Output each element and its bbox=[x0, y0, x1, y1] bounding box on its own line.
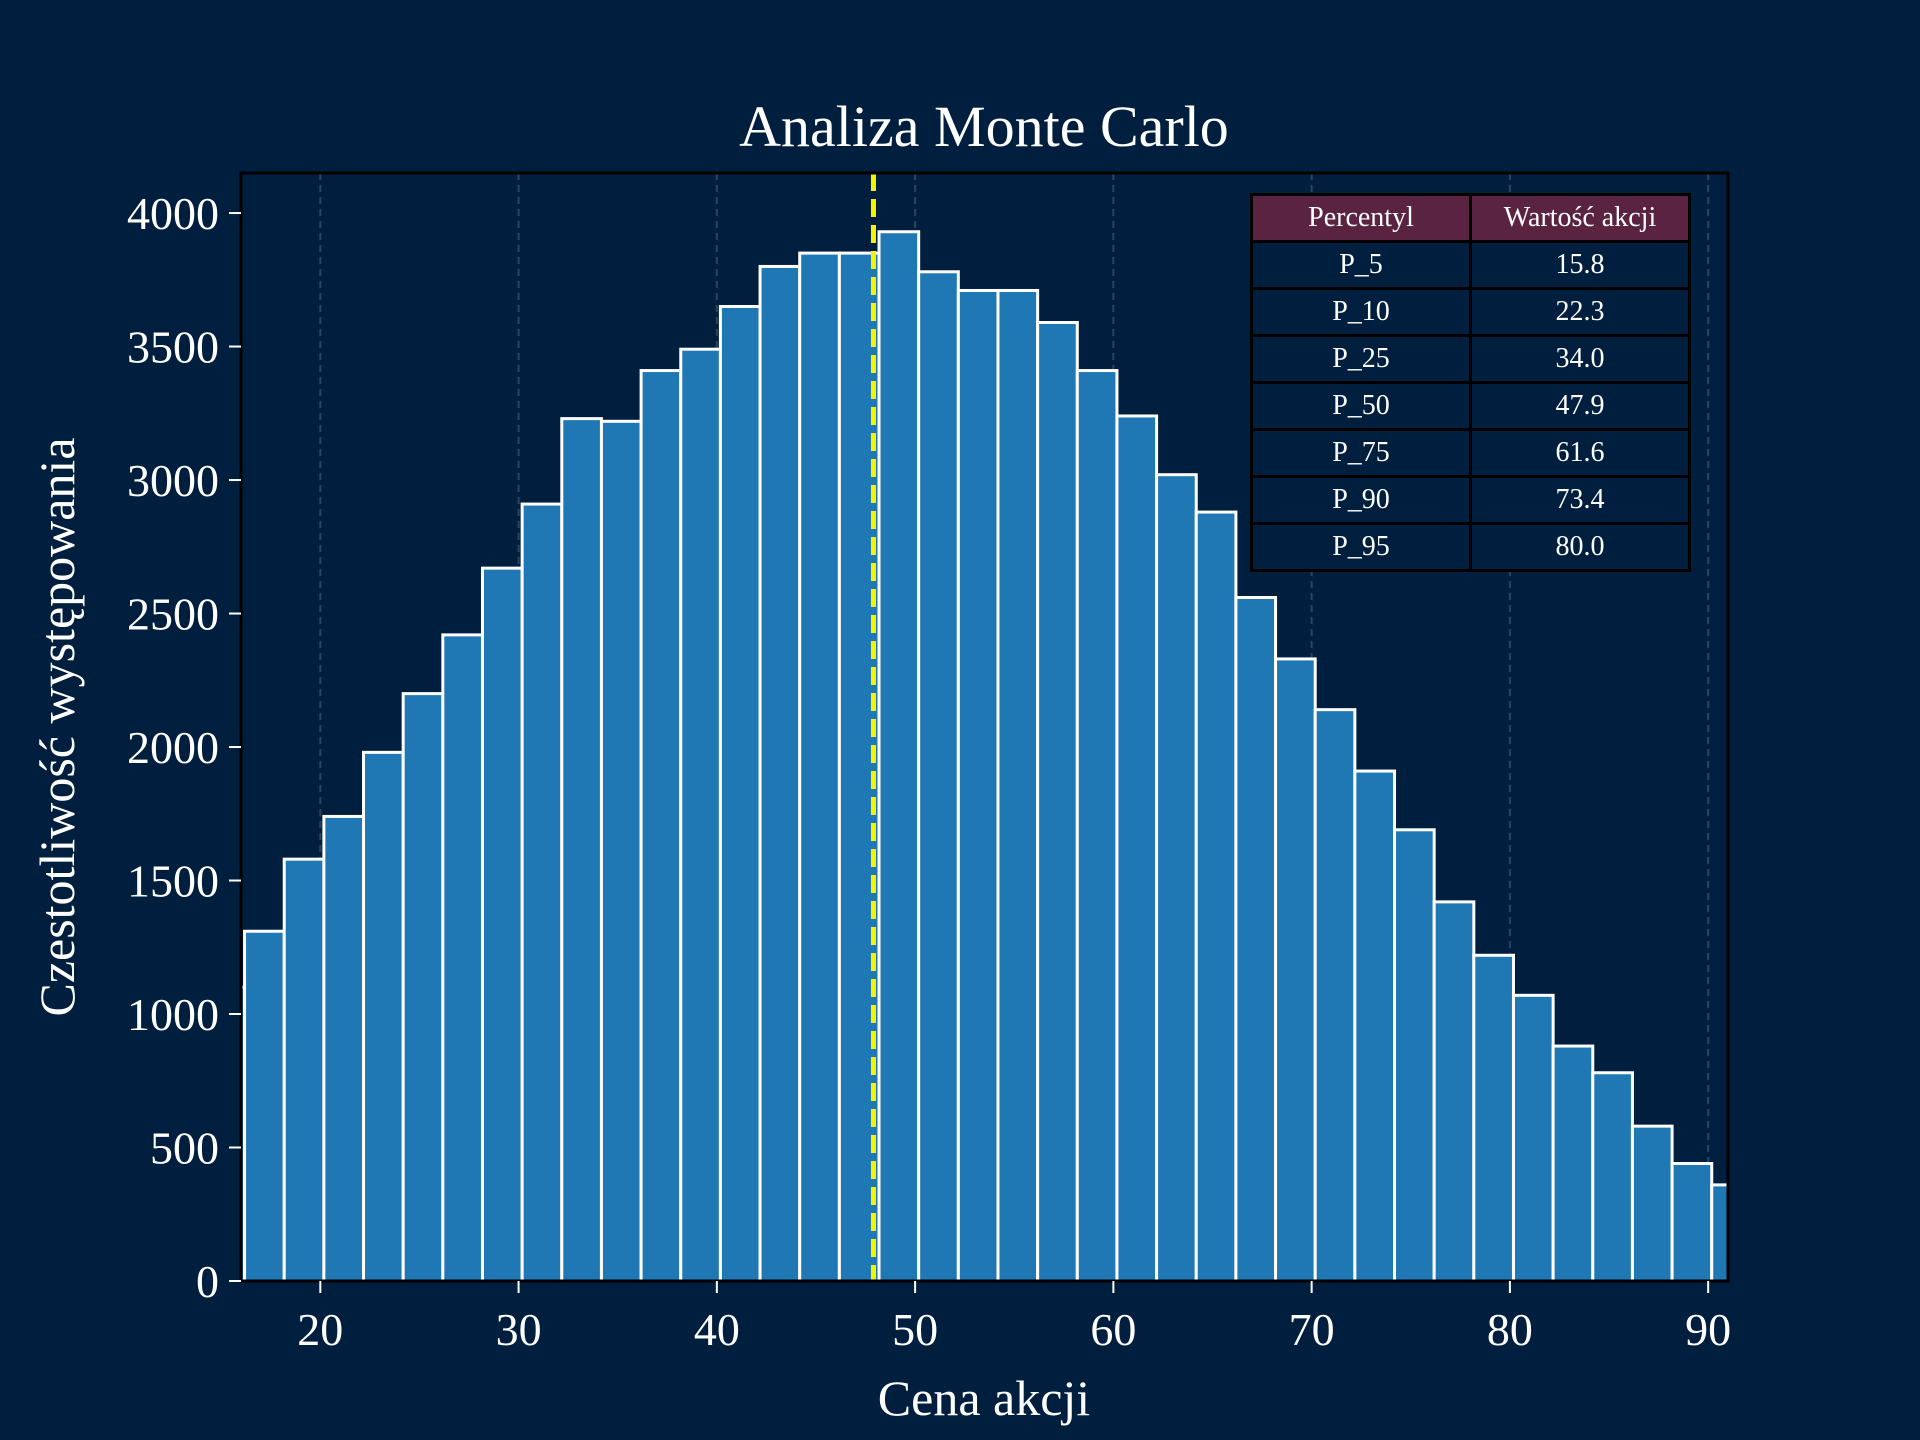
histogram-bar bbox=[1036, 321, 1079, 1281]
histogram-bar bbox=[1155, 473, 1198, 1281]
histogram-bar bbox=[1432, 900, 1476, 1281]
histogram-bar bbox=[362, 750, 405, 1281]
percentile-table: Percentyl Wartość akcji P_5 15.8 P_10 22… bbox=[1250, 193, 1691, 572]
histogram-bar bbox=[718, 304, 762, 1281]
table-cell-percentile: P_10 bbox=[1250, 287, 1472, 337]
histogram-bar bbox=[322, 814, 366, 1281]
table-cell-percentile: P_90 bbox=[1250, 475, 1472, 525]
table-cell-percentile: P_5 bbox=[1250, 240, 1472, 290]
histogram-bar bbox=[639, 369, 683, 1281]
x-tick-label: 90 bbox=[1685, 1304, 1731, 1355]
y-tick-label: 500 bbox=[150, 1123, 219, 1174]
x-tick-label: 40 bbox=[694, 1304, 740, 1355]
table-header-value: Wartość akcji bbox=[1469, 193, 1691, 243]
histogram-bar bbox=[1115, 414, 1159, 1281]
histogram-bar bbox=[599, 419, 643, 1281]
table-cell-percentile: P_25 bbox=[1250, 334, 1472, 384]
histogram-bar bbox=[798, 251, 841, 1281]
histogram-bar bbox=[1075, 369, 1119, 1281]
histogram-bar bbox=[996, 288, 1040, 1281]
y-tick-label: 2000 bbox=[127, 722, 219, 773]
x-tick-label: 80 bbox=[1487, 1304, 1533, 1355]
y-tick-label: 0 bbox=[196, 1256, 219, 1307]
histogram-bar bbox=[956, 288, 1000, 1281]
table-row: P_95 80.0 bbox=[1250, 522, 1691, 572]
y-tick-label: 3000 bbox=[127, 455, 219, 506]
histogram-bar bbox=[1710, 1183, 1728, 1281]
x-tick-label: 50 bbox=[892, 1304, 938, 1355]
histogram-bar bbox=[877, 230, 921, 1281]
y-axis-label: Czestotliwość występowania bbox=[29, 437, 85, 1016]
y-tick-label: 1500 bbox=[127, 856, 219, 907]
histogram-bar bbox=[1393, 828, 1436, 1281]
histogram-bar bbox=[243, 929, 286, 1281]
plot-frame bbox=[239, 171, 1730, 1283]
histogram-bar bbox=[282, 857, 326, 1281]
histogram-bar bbox=[1670, 1162, 1714, 1281]
table-cell-percentile: P_50 bbox=[1250, 381, 1472, 431]
histogram-bar bbox=[1234, 596, 1278, 1281]
histogram-bars bbox=[241, 230, 1728, 1281]
table-row: P_25 34.0 bbox=[1250, 334, 1691, 384]
histogram-bar bbox=[679, 347, 722, 1281]
table-cell-percentile: P_95 bbox=[1250, 522, 1472, 572]
y-axis-ticks: 0 500 1000 1500 2000 2500 3000 3500 4000 bbox=[127, 188, 241, 1307]
x-axis-ticks: 20 30 40 50 60 70 80 90 bbox=[297, 1281, 1731, 1355]
histogram-bar bbox=[1511, 993, 1555, 1281]
table-cell-value: 61.6 bbox=[1469, 428, 1691, 478]
histogram-bar bbox=[480, 566, 524, 1281]
table-row: P_50 47.9 bbox=[1250, 381, 1691, 431]
histogram-bar bbox=[520, 502, 564, 1281]
table-cell-value: 15.8 bbox=[1469, 240, 1691, 290]
histogram-bar bbox=[1591, 1071, 1634, 1281]
histogram-bar bbox=[917, 270, 960, 1281]
histogram-bar bbox=[1551, 1044, 1595, 1281]
table-row: P_5 15.8 bbox=[1250, 240, 1691, 290]
y-tick-label: 4000 bbox=[127, 188, 219, 239]
histogram-bar bbox=[1472, 953, 1515, 1281]
table-cell-value: 80.0 bbox=[1469, 522, 1691, 572]
x-tick-label: 20 bbox=[297, 1304, 343, 1355]
table-cell-value: 73.4 bbox=[1469, 475, 1691, 525]
histogram-bar bbox=[758, 264, 802, 1281]
histogram-bar bbox=[1313, 708, 1357, 1281]
histogram-bar bbox=[401, 692, 445, 1281]
x-tick-label: 60 bbox=[1090, 1304, 1136, 1355]
table-header-percentile: Percentyl bbox=[1250, 193, 1472, 243]
table-cell-value: 22.3 bbox=[1469, 287, 1691, 337]
histogram-bar bbox=[441, 633, 484, 1281]
table-cell-percentile: P_75 bbox=[1250, 428, 1472, 478]
table-row: P_90 73.4 bbox=[1250, 475, 1691, 525]
y-tick-label: 2500 bbox=[127, 589, 219, 640]
histogram-bar bbox=[1630, 1124, 1674, 1281]
chart-title: Analiza Monte Carlo bbox=[739, 94, 1229, 159]
table-cell-value: 34.0 bbox=[1469, 334, 1691, 384]
table-row: P_10 22.3 bbox=[1250, 287, 1691, 337]
table-row: P_75 61.6 bbox=[1250, 428, 1691, 478]
x-axis-label: Cena akcji bbox=[878, 1370, 1090, 1426]
table-cell-value: 47.9 bbox=[1469, 381, 1691, 431]
y-tick-label: 3500 bbox=[127, 322, 219, 373]
histogram-bar bbox=[560, 417, 603, 1281]
x-tick-label: 30 bbox=[496, 1304, 542, 1355]
histogram-bar bbox=[1353, 769, 1397, 1281]
table-header-row: Percentyl Wartość akcji bbox=[1250, 193, 1691, 243]
histogram-bar bbox=[1274, 657, 1317, 1281]
y-tick-label: 1000 bbox=[127, 989, 219, 1040]
x-tick-label: 70 bbox=[1289, 1304, 1335, 1355]
histogram-bar bbox=[1194, 510, 1238, 1281]
